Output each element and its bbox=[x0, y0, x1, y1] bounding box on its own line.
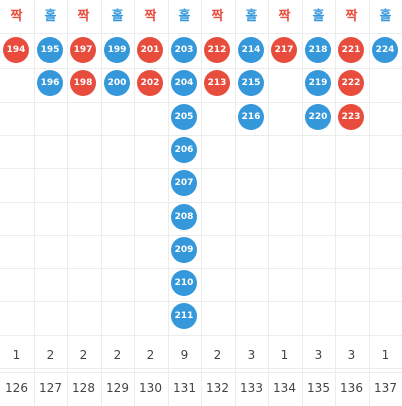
streak-count: 2 bbox=[46, 348, 55, 362]
round-number: 126 bbox=[5, 381, 28, 395]
result-ball-even: 197 bbox=[70, 37, 96, 63]
round-number: 132 bbox=[206, 381, 229, 395]
result-ball-odd: 215 bbox=[238, 70, 264, 96]
column-header-odd: 홀 bbox=[312, 9, 325, 24]
column-header-odd: 홀 bbox=[111, 9, 124, 24]
round-number: 131 bbox=[173, 381, 196, 395]
result-ball-odd: 218 bbox=[305, 37, 331, 63]
column-header-even: 짝 bbox=[144, 9, 157, 24]
grid-divider bbox=[0, 68, 402, 69]
result-ball-odd: 219 bbox=[305, 70, 331, 96]
grid-divider bbox=[67, 0, 68, 406]
result-ball-odd: 216 bbox=[238, 104, 264, 130]
result-ball-odd: 208 bbox=[171, 204, 197, 230]
result-ball-odd: 196 bbox=[37, 70, 63, 96]
grid-divider bbox=[0, 235, 402, 236]
column-header-even: 짝 bbox=[77, 9, 90, 24]
grid-divider bbox=[101, 0, 102, 406]
round-number: 129 bbox=[106, 381, 129, 395]
grid-divider bbox=[0, 102, 402, 103]
streak-count: 2 bbox=[79, 348, 88, 362]
grid-divider bbox=[0, 202, 402, 203]
grid-divider bbox=[0, 135, 402, 136]
result-ball-odd: 206 bbox=[171, 137, 197, 163]
result-ball-even: 202 bbox=[137, 70, 163, 96]
round-number: 135 bbox=[307, 381, 330, 395]
result-ball-odd: 210 bbox=[171, 270, 197, 296]
result-ball-odd: 224 bbox=[372, 37, 398, 63]
column-header-even: 짝 bbox=[345, 9, 358, 24]
streak-count: 1 bbox=[280, 348, 289, 362]
grid-divider bbox=[168, 0, 169, 406]
result-ball-even: 212 bbox=[204, 37, 230, 63]
round-number: 133 bbox=[240, 381, 263, 395]
column-header-odd: 홀 bbox=[379, 9, 392, 24]
grid-divider bbox=[268, 0, 269, 406]
round-number: 136 bbox=[340, 381, 363, 395]
streak-count: 2 bbox=[113, 348, 122, 362]
column-header-even: 짝 bbox=[10, 9, 23, 24]
result-ball-odd: 209 bbox=[171, 237, 197, 263]
result-ball-odd: 214 bbox=[238, 37, 264, 63]
result-ball-even: 213 bbox=[204, 70, 230, 96]
result-ball-odd: 199 bbox=[104, 37, 130, 63]
result-ball-even: 221 bbox=[338, 37, 364, 63]
streak-count: 3 bbox=[314, 348, 323, 362]
result-ball-even: 217 bbox=[271, 37, 297, 63]
grid-divider bbox=[0, 368, 402, 369]
column-header-even: 짝 bbox=[278, 9, 291, 24]
grid-divider bbox=[335, 0, 336, 406]
result-ball-even: 223 bbox=[338, 104, 364, 130]
streak-count: 1 bbox=[381, 348, 390, 362]
grid-divider bbox=[0, 335, 402, 336]
column-header-odd: 홀 bbox=[245, 9, 258, 24]
round-number: 128 bbox=[72, 381, 95, 395]
result-ball-even: 201 bbox=[137, 37, 163, 63]
result-ball-odd: 204 bbox=[171, 70, 197, 96]
result-ball-odd: 203 bbox=[171, 37, 197, 63]
grid-divider bbox=[34, 0, 35, 406]
grid-divider bbox=[369, 0, 370, 406]
result-ball-odd: 211 bbox=[171, 303, 197, 329]
column-header-even: 짝 bbox=[211, 9, 224, 24]
grid-divider bbox=[302, 0, 303, 406]
grid-divider bbox=[0, 301, 402, 302]
grid-divider bbox=[134, 0, 135, 406]
column-header-odd: 홀 bbox=[178, 9, 191, 24]
result-ball-even: 198 bbox=[70, 70, 96, 96]
streak-count: 1 bbox=[12, 348, 21, 362]
round-number: 127 bbox=[39, 381, 62, 395]
result-ball-even: 222 bbox=[338, 70, 364, 96]
result-ball-odd: 195 bbox=[37, 37, 63, 63]
grid-divider bbox=[0, 33, 402, 34]
result-ball-odd: 200 bbox=[104, 70, 130, 96]
streak-count: 9 bbox=[180, 348, 189, 362]
streak-count: 2 bbox=[213, 348, 222, 362]
result-ball-odd: 205 bbox=[171, 104, 197, 130]
grid-divider bbox=[0, 268, 402, 269]
grid-divider bbox=[0, 168, 402, 169]
streak-count: 3 bbox=[347, 348, 356, 362]
result-ball-odd: 207 bbox=[171, 170, 197, 196]
round-number: 137 bbox=[374, 381, 397, 395]
result-ball-odd: 220 bbox=[305, 104, 331, 130]
round-number: 134 bbox=[273, 381, 296, 395]
grid-divider bbox=[235, 0, 236, 406]
streak-count: 3 bbox=[247, 348, 256, 362]
streak-count: 2 bbox=[146, 348, 155, 362]
round-number: 130 bbox=[139, 381, 162, 395]
column-header-odd: 홀 bbox=[44, 9, 57, 24]
grid-divider bbox=[201, 0, 202, 406]
result-ball-even: 194 bbox=[3, 37, 29, 63]
grid-divider bbox=[0, 372, 402, 373]
